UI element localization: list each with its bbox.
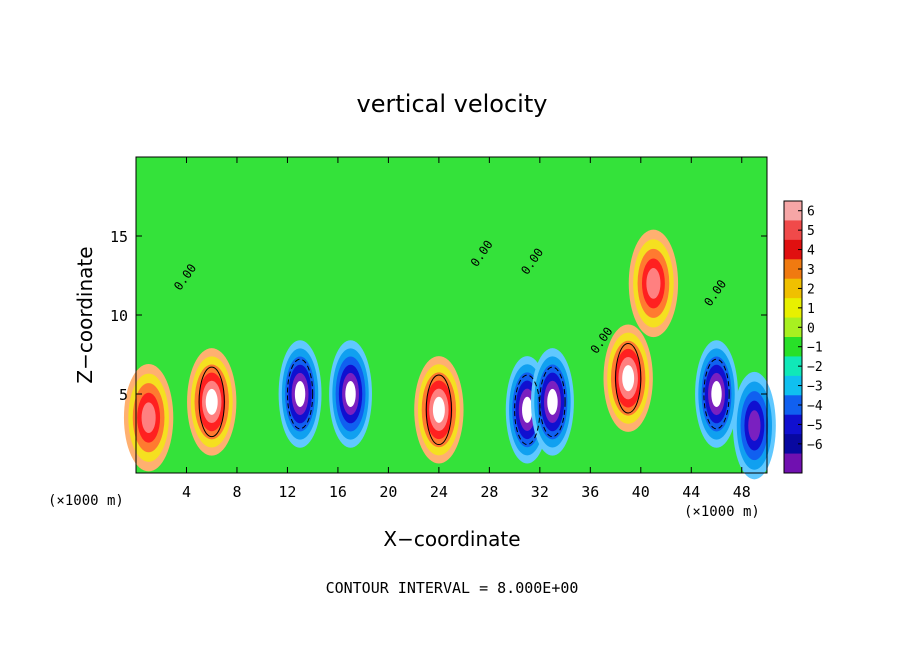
downdraft-cell — [711, 380, 722, 408]
x-tick-label: 32 — [531, 483, 549, 501]
contour-interval-note: CONTOUR INTERVAL = 8.000E+00 — [326, 579, 579, 597]
updraft-cell — [205, 388, 218, 415]
downdraft-cell — [522, 396, 533, 423]
downdraft-cell — [748, 410, 761, 441]
contour-line — [539, 366, 566, 438]
contour-line — [615, 342, 642, 414]
colorbar-tick-label: 6 — [807, 205, 815, 220]
colorbar-swatch — [784, 278, 802, 299]
x-tick-label: 4 — [182, 483, 191, 501]
x-axis-unit-right: (×1000 m) — [684, 504, 760, 520]
colorbar-tick-label: 2 — [807, 282, 815, 297]
colorbar-tick-label: 3 — [807, 263, 815, 278]
colorbar-tick-label: −2 — [807, 360, 823, 375]
contour-line — [286, 358, 314, 430]
x-tick-label: 20 — [379, 483, 397, 501]
x-tick-label: 48 — [733, 483, 751, 501]
contour-line — [514, 374, 541, 446]
colorbar-tick-label: 0 — [807, 321, 815, 336]
x-tick-label: 28 — [480, 483, 498, 501]
y-axis-label: Z−coordinate — [73, 246, 97, 383]
plot-area: 0.000.00 0.000.000.00 — [123, 156, 776, 480]
colorbar-swatch — [784, 259, 802, 280]
contour-line — [425, 374, 453, 446]
colorbar-tick-label: −5 — [807, 418, 823, 433]
colorbar-swatch — [784, 414, 802, 435]
x-tick-label: 8 — [232, 483, 241, 501]
x-axis: 4 8 12 16 20 24 28 32 36 40 44 48 — [182, 157, 751, 501]
x-tick-label: 16 — [329, 483, 347, 501]
colorbar-swatch — [784, 298, 802, 319]
colorbar: 6 5 4 3 2 1 0 −1 −2 −3 −4 −5 −6 — [783, 200, 823, 474]
updraft-cell — [432, 396, 445, 423]
colorbar-frame — [783, 200, 803, 474]
y-tick-label: 5 — [119, 386, 128, 404]
contour-line — [703, 358, 730, 430]
x-tick-label: 24 — [430, 483, 448, 501]
colorbar-swatch — [784, 317, 802, 338]
x-tick-label: 40 — [632, 483, 650, 501]
y-tick-label: 15 — [110, 228, 128, 246]
y-axis: 5 10 15 — [110, 228, 767, 404]
downdraft-cell — [294, 380, 306, 408]
colorbar-tick-label: 5 — [807, 224, 815, 239]
colorbar-swatch — [784, 375, 802, 396]
colorbar-tick-label: −3 — [807, 380, 823, 395]
colorbar-swatch — [784, 239, 802, 260]
colorbar-swatch — [784, 337, 802, 357]
colorbar-tick-label: 1 — [807, 302, 815, 317]
updraft-cell — [646, 268, 661, 299]
downdraft-cell — [547, 388, 558, 415]
colorbar-tick-label: −4 — [807, 399, 823, 414]
colorbar-swatch — [784, 201, 802, 221]
velocity-field — [123, 229, 776, 480]
y-tick-label: 10 — [110, 307, 128, 325]
x-tick-label: 12 — [278, 483, 296, 501]
colorbar-swatch — [784, 453, 802, 474]
colorbar-swatch — [784, 434, 802, 455]
x-axis-label: X−coordinate — [383, 527, 520, 551]
updraft-cell — [622, 365, 635, 392]
colorbar-tick-label: 4 — [807, 244, 815, 259]
colorbar-swatch — [784, 395, 802, 416]
colorbar-swatch — [784, 220, 802, 241]
updraft-cell — [141, 402, 156, 434]
x-tick-label: 36 — [581, 483, 599, 501]
downdraft-cell — [345, 380, 356, 408]
colorbar-tick-label: −1 — [807, 341, 823, 356]
x-tick-label: 44 — [682, 483, 700, 501]
colorbar-swatch — [784, 356, 802, 377]
contour-line — [198, 366, 225, 438]
chart-title: vertical velocity — [357, 90, 548, 118]
colorbar-tick-label: −6 — [807, 438, 823, 453]
x-axis-unit-left: (×1000 m) — [48, 493, 124, 509]
